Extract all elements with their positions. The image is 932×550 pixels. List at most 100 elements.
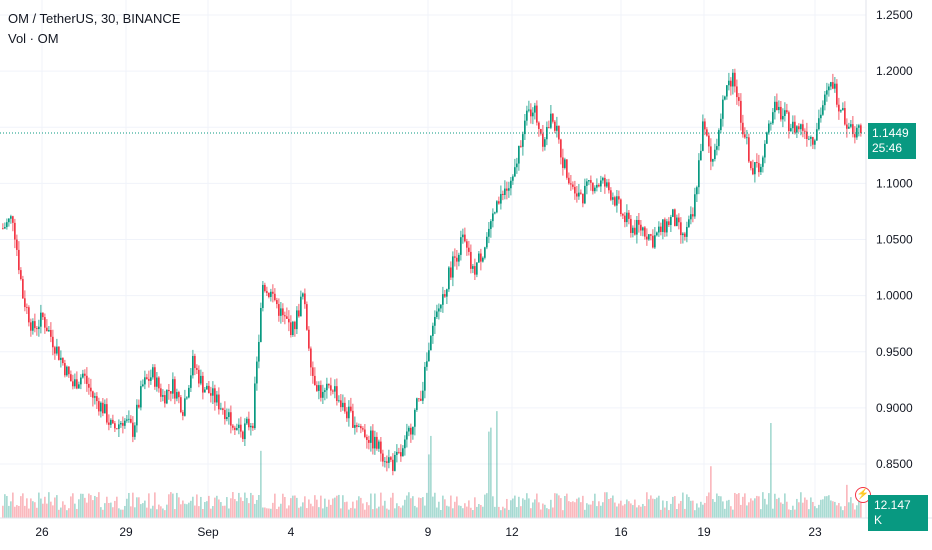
volume-bar — [104, 503, 106, 518]
candle-down — [734, 68, 736, 93]
volume-bar — [450, 495, 452, 518]
candle-up — [772, 108, 774, 125]
candle-up — [280, 301, 282, 324]
volume-bar — [350, 507, 352, 518]
volume-bar — [130, 506, 132, 518]
volume-bar — [734, 492, 736, 518]
candle-down — [146, 373, 148, 380]
candle-up — [74, 373, 76, 389]
candle-up — [142, 379, 144, 388]
candle-down — [860, 123, 862, 137]
price-tick-label: 1.2500 — [876, 8, 913, 22]
candle-down — [542, 124, 544, 152]
candle-down — [750, 160, 752, 171]
symbol-title[interactable]: OM / TetherUS, 30, BINANCE — [8, 11, 181, 26]
volume-bar — [538, 502, 540, 518]
candle-down — [276, 297, 278, 309]
volume-bar — [796, 498, 798, 518]
candle-down — [568, 172, 570, 185]
candle-down — [350, 397, 352, 413]
volume-indicator-label[interactable]: Vol · OM — [8, 31, 59, 46]
volume-bar — [588, 504, 590, 518]
volume-bar — [604, 492, 606, 518]
candle-up — [254, 376, 256, 430]
candle-down — [112, 414, 114, 425]
volume-bar — [352, 501, 354, 518]
volume-bar — [332, 498, 334, 518]
volume-bar — [178, 497, 180, 518]
candle-down — [634, 219, 636, 236]
candle-down — [108, 414, 110, 431]
candle-down — [668, 217, 670, 228]
candle-down — [520, 140, 522, 148]
candle-up — [120, 421, 122, 428]
candle-down — [30, 318, 32, 337]
volume-bar — [722, 501, 724, 518]
volume-bar — [772, 508, 774, 518]
time-tick-label: 29 — [119, 525, 133, 539]
candle-up — [348, 400, 350, 427]
volume-bar — [180, 504, 182, 518]
volume-bar — [160, 506, 162, 518]
candle-down — [340, 394, 342, 412]
candle-up — [828, 83, 830, 97]
candle-down — [42, 312, 44, 321]
candle-down — [780, 101, 782, 122]
candle-down — [740, 93, 742, 131]
volume-bar — [218, 499, 220, 518]
volume-bar — [200, 496, 202, 518]
chart-legend: OM / TetherUS, 30, BINANCE Vol · OM — [8, 9, 180, 49]
volume-bar — [224, 505, 226, 518]
volume-bar — [286, 508, 288, 518]
volume-bar — [616, 506, 618, 518]
candle-up — [172, 372, 174, 399]
volume-bar — [112, 507, 114, 518]
volume-bar — [564, 496, 566, 518]
volume-bar — [650, 495, 652, 518]
candle-up — [424, 362, 426, 399]
volume-bar — [744, 493, 746, 518]
candle-up — [504, 180, 506, 200]
price-axis[interactable]: 1.25001.20001.15001.10001.05001.00000.95… — [876, 8, 913, 471]
candle-up — [768, 120, 770, 135]
candle-up — [258, 334, 260, 369]
volume-bar — [246, 497, 248, 518]
candle-down — [558, 125, 560, 144]
candle-down — [844, 101, 846, 126]
candle-up — [488, 222, 490, 244]
volume-bar — [134, 507, 136, 518]
volume-bar — [562, 510, 564, 518]
candle-up — [516, 157, 518, 174]
candle-up — [500, 185, 502, 210]
volume-bar — [736, 494, 738, 518]
candle-down — [208, 380, 210, 394]
candle-down — [16, 234, 18, 256]
volume-bar — [834, 501, 836, 518]
time-axis[interactable]: 26 29 Sep 4 9 12 16 19 23 — [35, 525, 822, 539]
time-tick-label: 23 — [808, 525, 822, 539]
candle-down — [692, 207, 694, 223]
volume-bar — [82, 493, 84, 518]
candle-up — [600, 175, 602, 192]
volume-bar — [88, 493, 90, 518]
candle-down — [730, 77, 732, 96]
candle-up — [82, 369, 84, 379]
volume-bar — [580, 502, 582, 518]
candle-down — [604, 174, 606, 194]
candle-up — [726, 84, 728, 100]
volume-bar — [408, 492, 410, 518]
candle-up — [66, 365, 68, 377]
candle-up — [126, 414, 128, 423]
volume-bar — [232, 492, 234, 518]
candle-down — [566, 159, 568, 180]
candle-down — [736, 79, 738, 105]
candle-up — [140, 380, 142, 411]
volume-bar — [852, 503, 854, 518]
volume-bar — [686, 494, 688, 518]
volume-bar — [778, 497, 780, 518]
candle-up — [460, 230, 462, 261]
candle-up — [452, 251, 454, 287]
candle-down — [560, 138, 562, 165]
candle-down — [836, 79, 838, 108]
